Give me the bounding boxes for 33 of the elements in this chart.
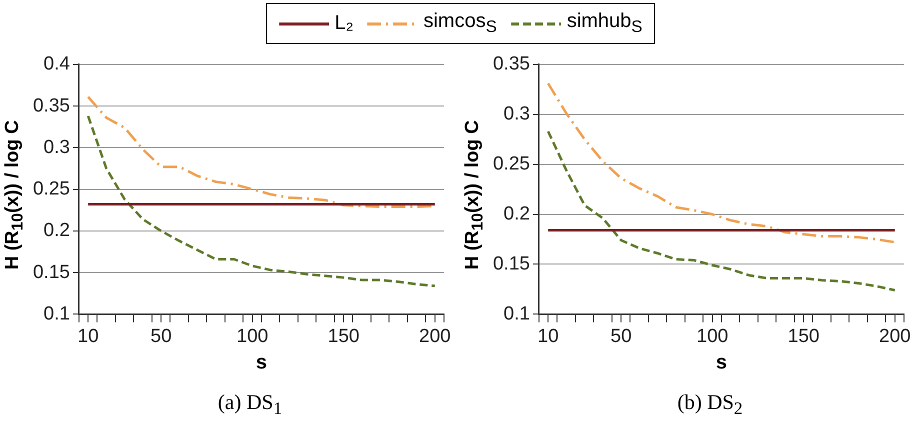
- y-tick-label: 0.2: [44, 220, 70, 242]
- legend-label: L₂: [334, 12, 354, 35]
- line-series: [546, 130, 896, 292]
- x-tick-label: 50: [610, 326, 632, 347]
- text: (a) DS$_{1}$: [216, 390, 284, 419]
- x-tick-label: 200: [879, 326, 911, 347]
- x-axis-title: s: [256, 352, 268, 374]
- x-tick-label: 50: [150, 326, 172, 347]
- y-tick-label: 0.3: [504, 104, 530, 125]
- y-tick-label: 0.35: [492, 54, 530, 75]
- legend-label: simhub$_{S}$: [566, 10, 642, 37]
- y-tick-label: 0.25: [492, 154, 530, 175]
- legend-label: simcos$_{S}$: [423, 10, 497, 37]
- y-tick-label: 0.1: [44, 303, 70, 324]
- y-tick-label: 0.25: [32, 178, 70, 200]
- x-axis-title: s: [716, 352, 728, 374]
- line-series: [86, 114, 436, 288]
- x-tick-label: 150: [788, 326, 820, 347]
- x-tick-label: 100: [696, 326, 728, 347]
- line-series: [546, 82, 896, 244]
- x-tick-label: 10: [78, 326, 99, 347]
- x-tick-label: 100: [236, 326, 268, 347]
- y-tick-label: 0.2: [504, 204, 530, 225]
- y-tick-label: 0.3: [44, 136, 70, 158]
- x-tick-label: 10: [538, 326, 559, 347]
- x-tick-label: 200: [419, 326, 451, 347]
- x-tick-label: 150: [328, 326, 360, 347]
- text: (b) DS$_{2}$: [676, 390, 744, 419]
- y-tick-label: 0.35: [32, 95, 70, 116]
- y-tick-label: 0.4: [44, 54, 70, 75]
- y-tick-label: 0.15: [32, 262, 70, 283]
- y-tick-label: 0.1: [504, 303, 530, 324]
- y-tick-label: 0.15: [492, 253, 530, 274]
